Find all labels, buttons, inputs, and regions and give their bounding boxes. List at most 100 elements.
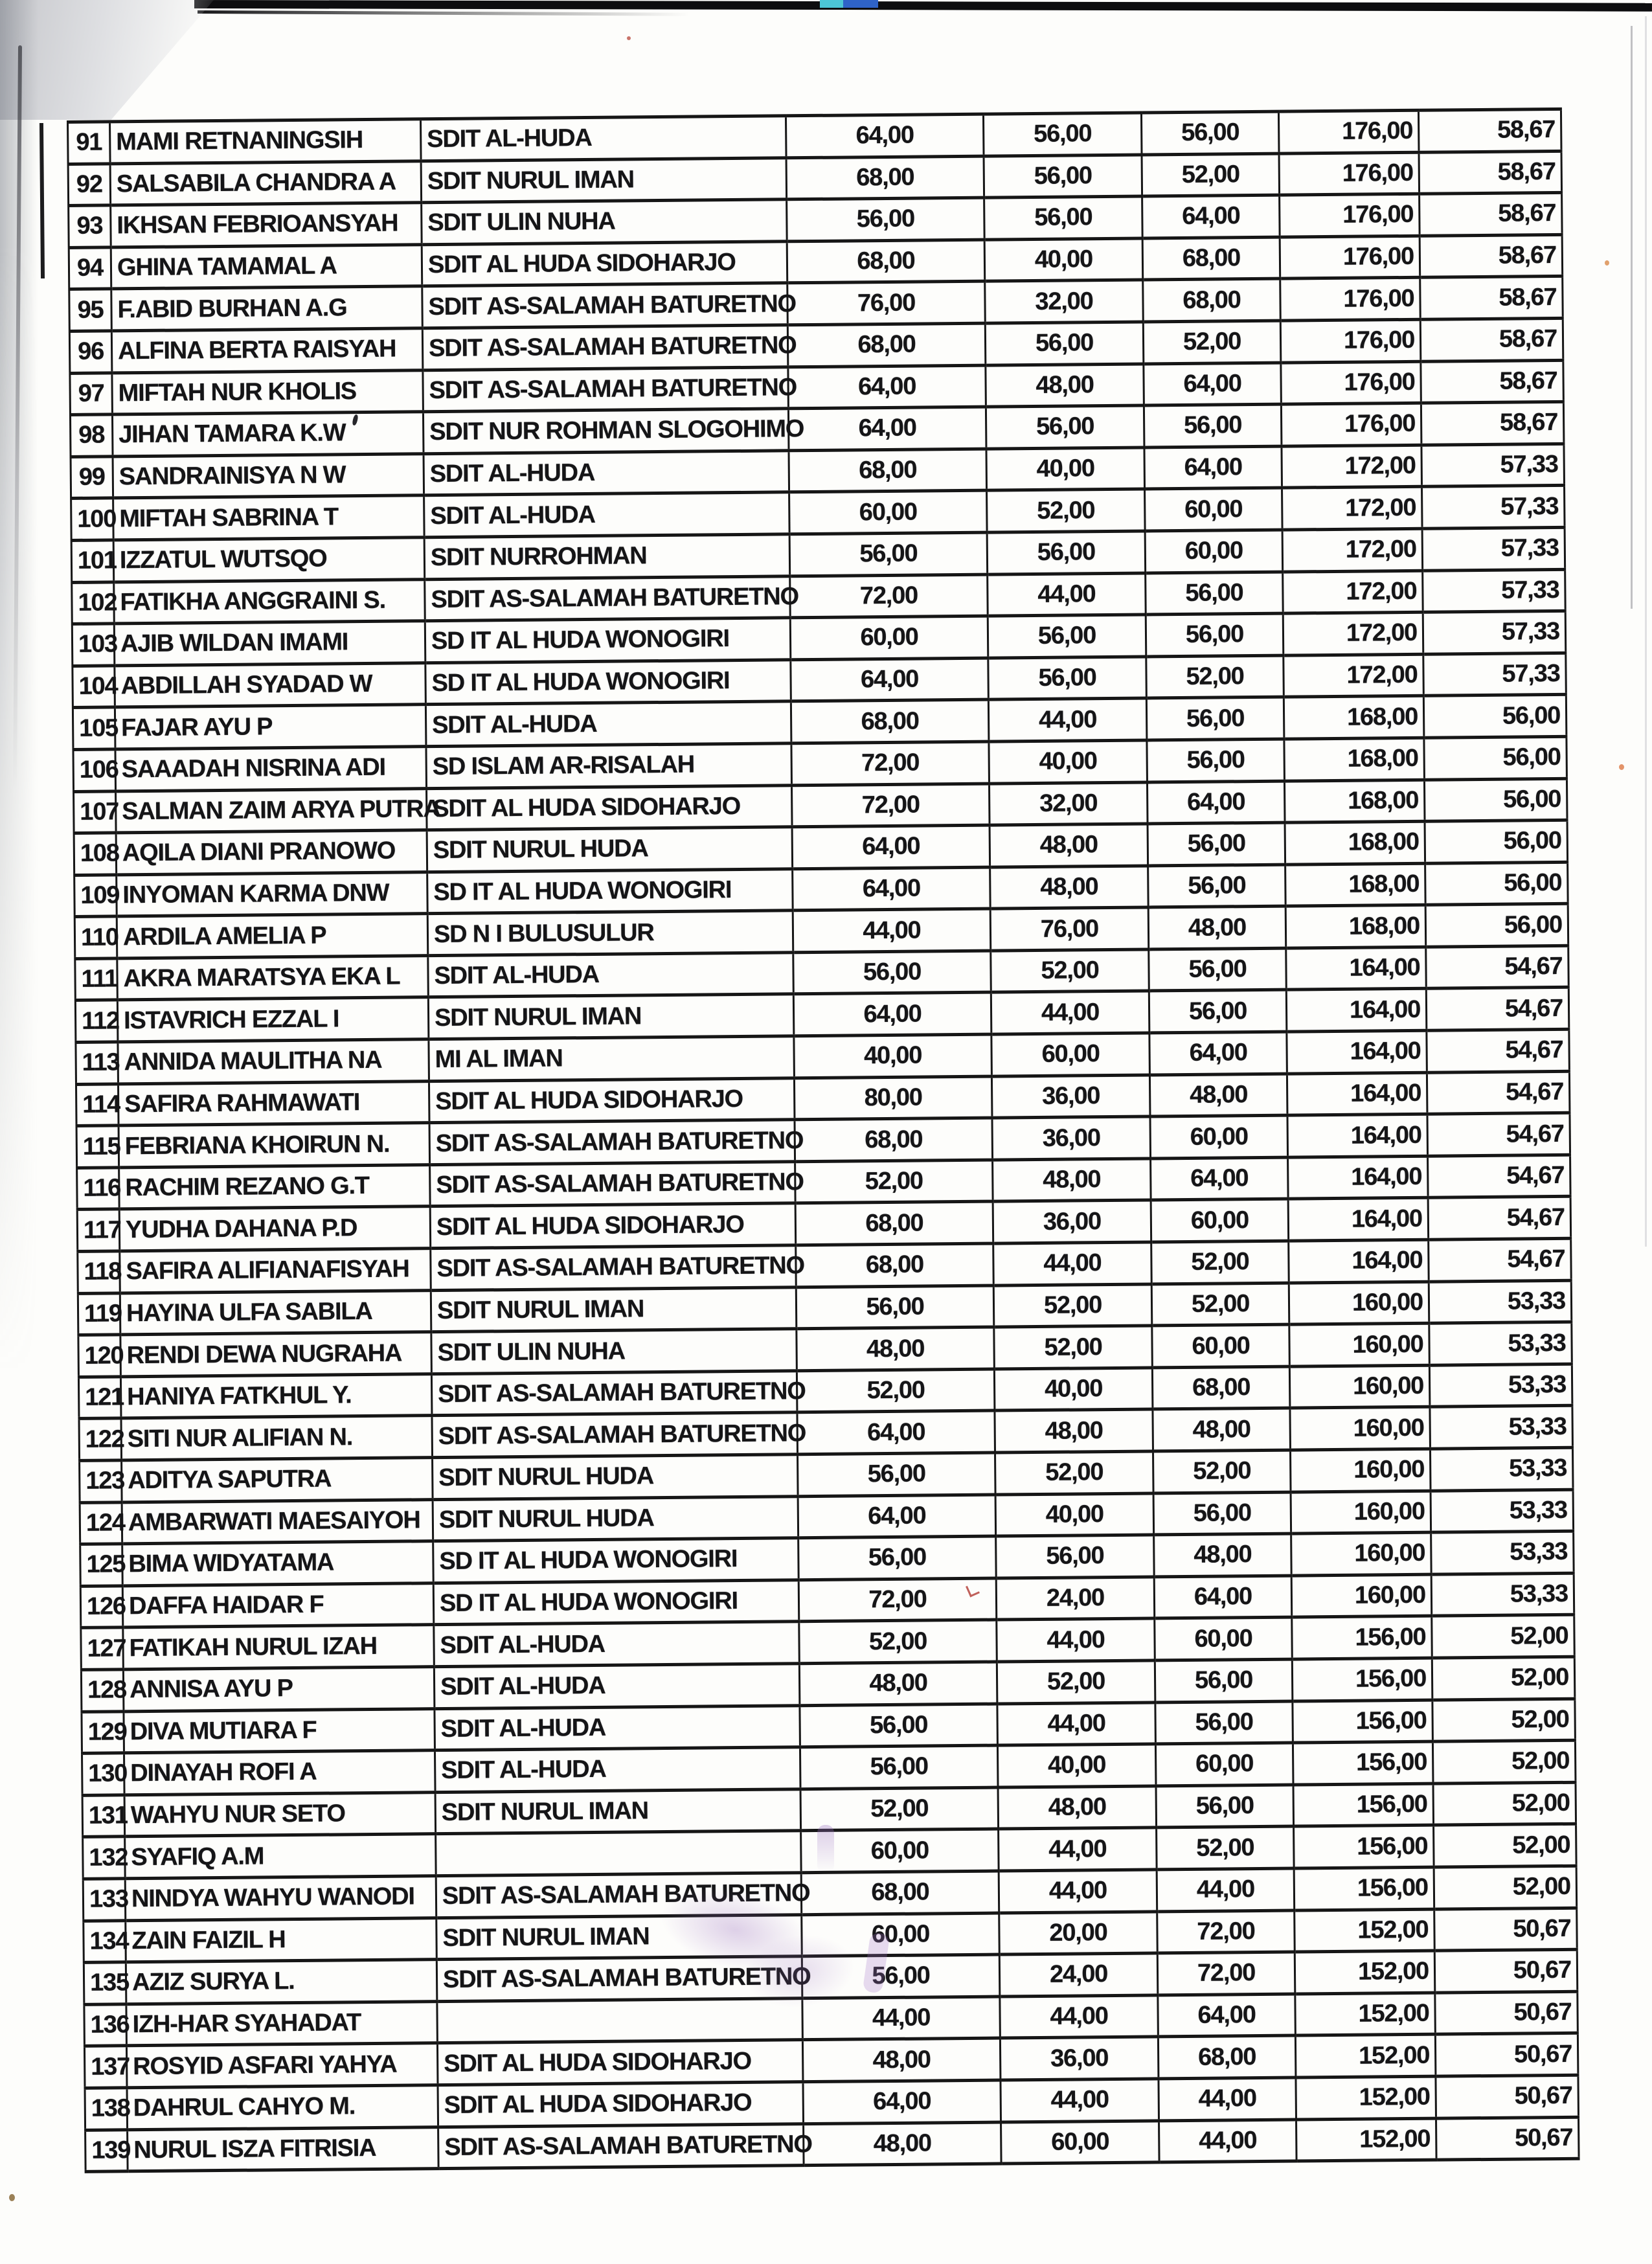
cell-score2: 40,00 [994, 1367, 1153, 1411]
cell-name: RENDI DEWA NUGRAHA [120, 1331, 432, 1377]
cell-number: 97 [69, 372, 113, 415]
cell-score1: 64,00 [798, 1494, 996, 1538]
cell-score3: 56,00 [1146, 739, 1285, 782]
cell-number: 122 [78, 1418, 124, 1461]
cell-score3: 56,00 [1141, 111, 1280, 155]
cell-score3: 60,00 [1149, 1115, 1288, 1159]
cell-total: 156,00 [1291, 1616, 1432, 1660]
cell-name: FATIKAH NURUL IZAH [122, 1625, 435, 1670]
cell-score3: 56,00 [1149, 990, 1287, 1034]
cell-total: 152,00 [1295, 1951, 1435, 1994]
cell-score2: 56,00 [983, 113, 1142, 156]
cell-total: 152,00 [1295, 2076, 1436, 2120]
cell-score1: 68,00 [788, 448, 987, 493]
cell-score1: 80,00 [794, 1076, 992, 1120]
cell-average: 53,33 [1431, 1531, 1574, 1574]
cell-total: 156,00 [1293, 1825, 1434, 1869]
cell-score3: 64,00 [1144, 446, 1282, 490]
cell-score1: 60,00 [801, 1912, 1000, 1956]
cell-number: 104 [72, 665, 118, 708]
cell-average: 58,67 [1419, 192, 1563, 236]
cell-total: 156,00 [1294, 1867, 1434, 1910]
cell-number: 108 [74, 832, 119, 876]
cell-score3: 56,00 [1145, 571, 1284, 615]
cell-average: 52,00 [1432, 1782, 1576, 1826]
cell-name: AQILA DIANI PRANOWO [116, 830, 427, 875]
cell-score3: 52,00 [1151, 1241, 1289, 1284]
cell-number: 105 [73, 707, 118, 750]
cell-score1: 56,00 [797, 1453, 996, 1497]
cell-average: 50,67 [1434, 1949, 1578, 1993]
cell-average: 57,33 [1422, 569, 1566, 613]
cell-total: 168,00 [1284, 696, 1424, 740]
cell-school: SDIT AS-SALAMAH BATURETNO [424, 576, 798, 621]
cell-score2: 56,00 [984, 196, 1143, 240]
cell-score3: 48,00 [1148, 906, 1286, 949]
cell-score1: 64,00 [792, 825, 990, 869]
cell-score3: 60,00 [1151, 1199, 1289, 1242]
cell-score2: 52,00 [990, 949, 1149, 993]
cell-score3: 56,00 [1148, 947, 1287, 991]
cell-average: 58,67 [1420, 276, 1563, 320]
cell-average: 58,67 [1421, 402, 1564, 446]
cell-number: 135 [84, 1962, 129, 2005]
cell-score2: 48,00 [990, 824, 1148, 867]
cell-total: 164,00 [1287, 1114, 1428, 1157]
cell-score2: 52,00 [986, 489, 1146, 533]
cell-school: SDIT AS-SALAMAH BATURETNO [422, 324, 797, 370]
cell-school: SDIT NURUL HUDA [433, 1496, 798, 1541]
cell-number: 112 [75, 1000, 119, 1043]
cell-school: SDIT NURROHMAN [424, 534, 790, 580]
cell-number: 133 [83, 1878, 128, 1921]
cell-score2: 36,00 [1000, 2037, 1159, 2080]
cell-number: 95 [69, 289, 112, 332]
cell-average: 50,67 [1435, 2075, 1579, 2118]
cell-number: 121 [78, 1376, 124, 1419]
cell-score1: 64,00 [786, 114, 984, 158]
cell-school: SDIT ULIN NUHA [431, 1328, 797, 1374]
cell-average: 54,67 [1428, 1196, 1571, 1240]
cell-score2: 76,00 [990, 907, 1149, 951]
cell-total: 156,00 [1293, 1741, 1433, 1785]
cell-average: 56,00 [1425, 903, 1568, 947]
cell-score2: 44,00 [988, 698, 1147, 742]
cell-name: ROSYID ASFARI YAHYA [126, 2043, 438, 2088]
cell-score2: 44,00 [991, 991, 1149, 1035]
cell-score2: 44,00 [999, 1995, 1159, 2039]
cell-number: 124 [80, 1502, 125, 1545]
cell-school: SD IT AL HUDA WONOGIRI [425, 659, 791, 705]
cell-total: 176,00 [1278, 110, 1420, 153]
cell-score2: 52,00 [995, 1451, 1154, 1495]
cell-score3: 64,00 [1157, 1993, 1296, 2037]
cell-average: 53,33 [1431, 1573, 1574, 1616]
cell-score2: 56,00 [995, 1535, 1155, 1578]
cell-score3: 64,00 [1149, 1032, 1287, 1075]
cell-score3: 60,00 [1145, 530, 1283, 573]
cell-name: IZH-HAR SYAHADAT [126, 2001, 438, 2046]
cell-name: RACHIM REZANO G.T [119, 1164, 431, 1210]
cell-score3: 44,00 [1158, 2077, 1296, 2121]
cell-score3: 56,00 [1146, 613, 1284, 657]
scan-cyan-segment-artifact [820, 0, 843, 8]
cell-score2: 44,00 [1000, 2078, 1159, 2122]
cell-score2: 52,00 [993, 1326, 1153, 1369]
cell-score2: 44,00 [996, 1618, 1155, 1662]
cell-name: SAAADAH NISRINA ADI [115, 746, 427, 791]
cell-score1: 44,00 [793, 909, 991, 953]
cell-score2: 60,00 [1001, 2120, 1160, 2164]
cell-score3: 68,00 [1142, 278, 1281, 322]
cell-score2: 56,00 [987, 530, 1146, 574]
cell-name: ABDILLAH SYADAD W [114, 662, 426, 708]
cell-name: ANNISA AYU P [123, 1666, 435, 1712]
cell-number: 125 [80, 1544, 125, 1587]
cell-total: 160,00 [1289, 1407, 1431, 1451]
cell-name: DAFFA HAIDAR F [122, 1583, 434, 1628]
cell-school: SDIT AL-HUDA [433, 1622, 800, 1667]
cell-name: ADITYA SAPUTRA [121, 1457, 433, 1502]
cell-name: SITI NUR ALIFIAN N. [120, 1416, 433, 1460]
cell-score2: 48,00 [994, 1409, 1153, 1453]
brown-speck-artifact [9, 2194, 15, 2201]
cell-number: 138 [85, 2087, 130, 2130]
cell-name: DAHRUL CAHYO M. [127, 2085, 438, 2130]
cell-score3: 52,00 [1146, 655, 1284, 699]
